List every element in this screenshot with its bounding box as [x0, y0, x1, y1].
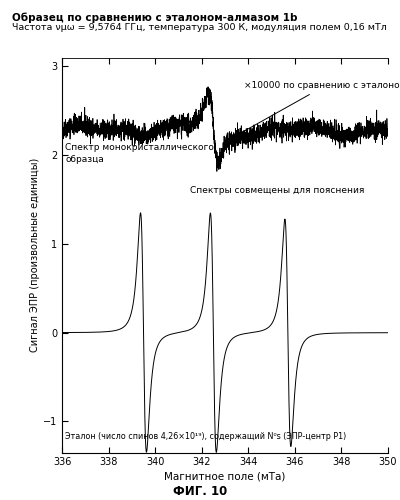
Text: Частота νμω = 9,5764 ГГц, температура 300 К, модуляция полем 0,16 мТл: Частота νμω = 9,5764 ГГц, температура 30…: [12, 22, 387, 32]
Text: Спектр монокристаллического
образца: Спектр монокристаллического образца: [66, 142, 214, 164]
Text: Образец по сравнению с эталоном-алмазом 1b: Образец по сравнению с эталоном-алмазом …: [12, 12, 298, 23]
Text: ФИГ. 10: ФИГ. 10: [173, 485, 227, 498]
Text: Спектры совмещены для пояснения: Спектры совмещены для пояснения: [190, 186, 364, 195]
X-axis label: Магнитное поле (мТа): Магнитное поле (мТа): [164, 472, 286, 482]
Text: Эталон (число спинов 4,26×10¹⁹), содержащий N⁰s (ЭПР-центр P1): Эталон (число спинов 4,26×10¹⁹), содержа…: [66, 432, 347, 441]
Y-axis label: Сигнал ЭПР (произвольные единицы): Сигнал ЭПР (произвольные единицы): [30, 158, 40, 352]
Text: ×10000 по сравнению с эталоном: ×10000 по сравнению с эталоном: [228, 82, 400, 140]
